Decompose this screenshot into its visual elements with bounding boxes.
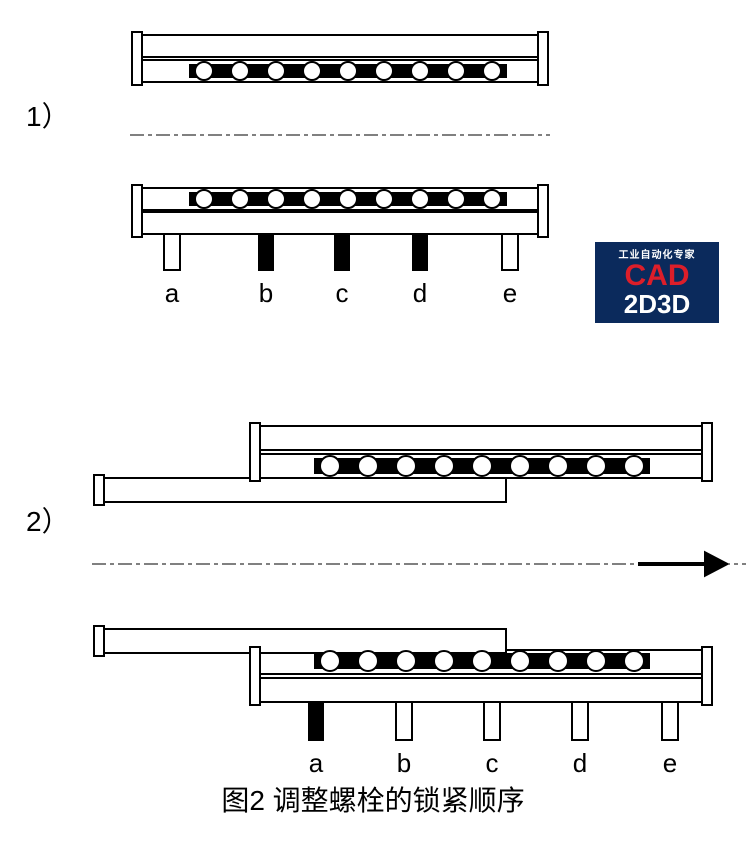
ball [548,456,568,476]
ball [472,651,492,671]
bolt [309,702,323,740]
logo-cad-text: CAD [595,261,719,291]
tube-section [138,212,542,234]
tube-section [132,32,142,85]
tube-section [538,32,548,85]
tube-section [256,426,706,450]
tube-section [94,475,104,505]
ball [396,456,416,476]
ball [303,62,321,80]
panel-2-label: 2） [26,500,70,540]
arrow-head [704,551,730,578]
bolt [335,234,349,270]
tube-section [94,626,104,656]
tube-section [256,678,706,702]
ball [447,62,465,80]
ball [510,456,530,476]
bolt-label: e [663,748,677,778]
bolt [572,702,588,740]
ball [624,651,644,671]
bolt [662,702,678,740]
ball [358,456,378,476]
bolt-label: a [165,278,180,308]
bolt-label: c [336,278,349,308]
tube-section [702,423,712,481]
bolt [164,234,180,270]
ball [548,651,568,671]
ball [586,456,606,476]
ball [267,62,285,80]
ball [231,190,249,208]
ball [396,651,416,671]
tube-section [250,423,260,481]
ball [411,62,429,80]
bolt [396,702,412,740]
tube-section [538,185,548,237]
ball [447,190,465,208]
logo-2d3d-text: 2D3D [595,291,719,317]
tube-section [100,629,506,653]
ball [339,190,357,208]
ball [586,651,606,671]
ball [231,62,249,80]
ball [320,651,340,671]
ball [375,190,393,208]
ball [472,456,492,476]
ball [339,62,357,80]
bolt [413,234,427,270]
tube-section [702,647,712,705]
bolt-sequence-diagram: a b c d e a b c d e [0,0,746,849]
bolt-label: b [259,278,273,308]
ball [411,190,429,208]
bolt-label: d [413,278,427,308]
tube-section [132,185,142,237]
ball [483,190,501,208]
bolt [502,234,518,270]
bolt-label: e [503,278,517,308]
panel-1-label: 1） [26,95,70,135]
ball [510,651,530,671]
ball [375,62,393,80]
ball [483,62,501,80]
ball [624,456,644,476]
figure-caption: 图2 调整螺栓的锁紧顺序 [0,779,746,819]
bolt-label: c [486,748,499,778]
cad2d3d-logo: 工业自动化专家 CAD 2D3D [595,242,719,323]
bolt-label: d [573,748,587,778]
ball [195,190,213,208]
tube-section [100,478,506,502]
ball [267,190,285,208]
ball [434,651,454,671]
ball [303,190,321,208]
bolt [484,702,500,740]
ball [320,456,340,476]
tube-section [250,647,260,705]
ball [434,456,454,476]
tube-section [138,35,542,57]
bolt-label: a [309,748,324,778]
ball [195,62,213,80]
bolt-label: b [397,748,411,778]
ball [358,651,378,671]
bolt [259,234,273,270]
